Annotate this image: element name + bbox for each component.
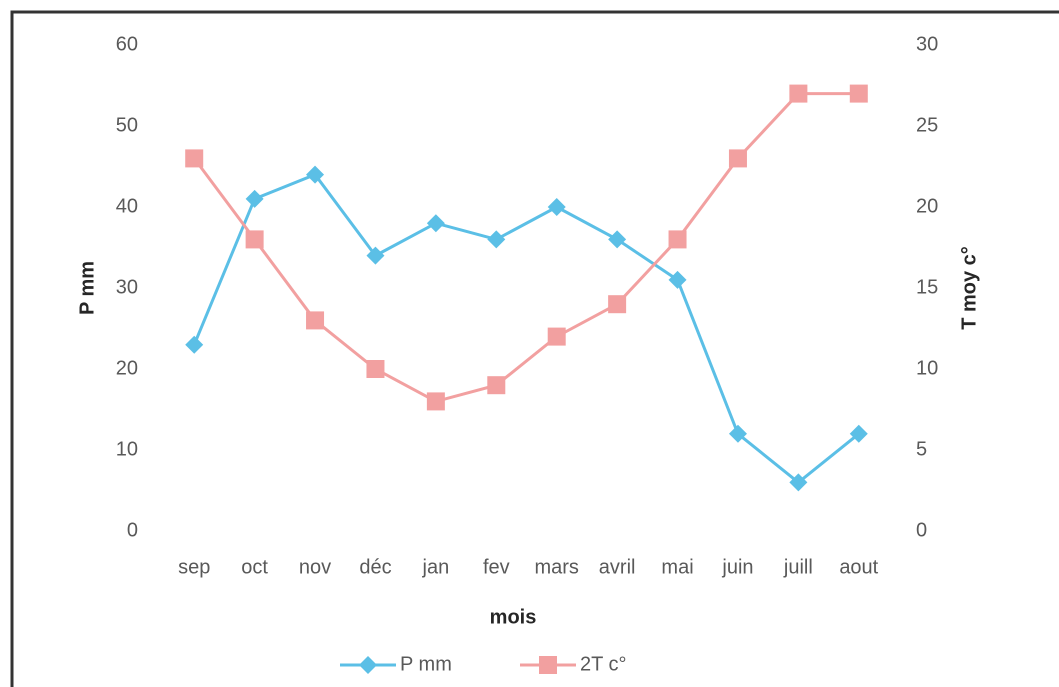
x-tick-label: oct [241, 556, 268, 578]
series-marker [668, 270, 687, 289]
x-tick-label: juill [783, 556, 813, 578]
x-tick-label: aout [839, 556, 878, 578]
y-tick-label: 10 [116, 438, 138, 460]
y-tick-label: 40 [116, 195, 138, 217]
y2-tick-label: 30 [916, 33, 938, 55]
y2-tick-label: 15 [916, 276, 938, 298]
legend-marker [359, 656, 377, 674]
series-marker [608, 295, 627, 314]
series-marker [366, 360, 385, 378]
series-marker [728, 149, 747, 168]
series-marker [185, 335, 204, 354]
y-tick-label: 60 [116, 33, 138, 55]
series-marker [245, 189, 264, 208]
legend-marker [539, 656, 557, 674]
x-tick-label: juin [721, 556, 753, 578]
series-marker [487, 230, 506, 249]
series-marker [487, 376, 506, 395]
x-tick-label: avril [599, 556, 636, 578]
legend-label: P mm [400, 653, 452, 675]
series-marker [608, 230, 627, 249]
x-tick-label: fev [483, 556, 510, 578]
series-marker [789, 84, 808, 103]
y2-tick-label: 20 [916, 195, 938, 217]
series-marker [185, 149, 204, 168]
x-tick-label: sep [178, 556, 210, 578]
series-marker [547, 198, 566, 216]
y2-tick-label: 5 [916, 438, 927, 460]
y-tick-label: 30 [116, 276, 138, 298]
x-tick-label: mai [661, 556, 693, 578]
legend-label: 2T c° [580, 653, 627, 675]
y2-tick-label: 25 [916, 114, 938, 136]
series-line [193, 92, 859, 404]
series-marker [668, 230, 687, 249]
series-marker [849, 424, 868, 443]
series-marker [849, 84, 868, 103]
series-marker [789, 473, 808, 492]
x-tick-label: jan [422, 556, 450, 578]
x-tick-label: nov [299, 556, 331, 578]
x-tick-label: mars [534, 556, 578, 578]
y-tick-label: 50 [116, 114, 138, 136]
y-tick-label: 0 [127, 519, 138, 541]
series-marker [547, 327, 566, 346]
y2-tick-label: 0 [916, 519, 927, 541]
series-marker [728, 424, 747, 443]
series-marker [426, 392, 445, 411]
x-axis-title: mois [490, 606, 537, 628]
frame [10, 10, 1059, 687]
series-marker [245, 230, 264, 249]
series-marker [366, 246, 385, 265]
y-axis-title: P mm [76, 261, 98, 315]
y2-axis-title: T moy c° [958, 246, 980, 330]
series-line [192, 172, 860, 485]
y-tick-label: 20 [116, 357, 138, 379]
x-tick-label: déc [359, 556, 391, 578]
series-marker [426, 214, 445, 233]
series-marker [306, 165, 325, 184]
series-marker [306, 311, 325, 330]
y2-tick-label: 10 [916, 357, 938, 379]
